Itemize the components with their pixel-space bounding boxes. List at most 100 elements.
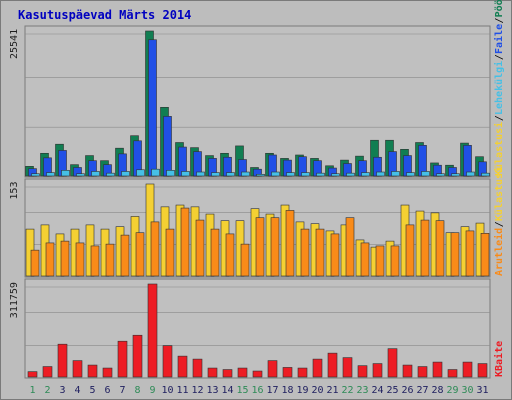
bar-k-lastajaid-day-4 [75, 242, 85, 277]
bar-k-lastajaid-day-29 [450, 232, 460, 277]
bar-lehek-lgi-day-14 [226, 172, 235, 177]
bar-kbaite-day-15 [237, 367, 248, 378]
bar-lehek-lgi-day-31 [481, 172, 490, 177]
bar-lehek-lgi-day-9 [151, 168, 160, 177]
bar-lehek-lgi-day-24 [376, 171, 385, 177]
hits-legend-entry-külastusi: Külastusi [493, 122, 505, 176]
bar-kbaite-day-9 [147, 283, 158, 378]
bar-k-lastajaid-day-26 [405, 224, 415, 277]
x-tick-label-day-5: 5 [89, 385, 95, 396]
bar-k-lastajaid-day-12 [195, 219, 205, 277]
bar-lehek-lgi-day-15 [241, 171, 250, 177]
bar-kbaite-day-11 [177, 355, 188, 378]
bar-lehek-lgi-day-10 [166, 170, 175, 177]
bar-kbaite-day-27 [417, 366, 428, 378]
bar-kbaite-day-10 [162, 345, 173, 378]
x-tick-label-day-25: 25 [386, 385, 398, 396]
y-max-label: 153 [9, 182, 20, 200]
visits-legend-entry-külastusi: Külastusi [493, 167, 505, 221]
hits-legend-entry-faile: Faile [493, 24, 505, 54]
bar-faile-day-9 [148, 39, 157, 177]
bar-lehek-lgi-day-16 [256, 173, 265, 177]
x-tick-label-day-11: 11 [176, 385, 188, 396]
chart-title: Kasutuspäevad Märts 2014 [18, 8, 191, 22]
x-tick-label-day-30: 30 [461, 385, 473, 396]
bar-lehek-lgi-day-30 [466, 171, 475, 177]
bar-k-lastajaid-day-31 [480, 233, 490, 277]
bar-lehek-lgi-day-27 [421, 171, 430, 177]
bar-kbaite-day-17 [267, 360, 278, 378]
bar-lehek-lgi-day-19 [301, 172, 310, 177]
bar-k-lastajaid-day-28 [435, 220, 445, 277]
x-tick-label-day-21: 21 [326, 385, 338, 396]
bar-lehek-lgi-day-23 [361, 172, 370, 177]
bar-k-lastajaid-day-25 [390, 245, 400, 277]
bar-k-lastajaid-day-2 [45, 242, 55, 277]
x-tick-label-day-26: 26 [401, 385, 413, 396]
x-tick-label-day-8: 8 [134, 385, 140, 396]
bar-lehek-lgi-day-4 [76, 173, 85, 177]
bar-k-lastajaid-day-13 [210, 228, 220, 277]
bar-lehek-lgi-day-26 [406, 172, 415, 177]
x-tick-label-day-10: 10 [161, 385, 173, 396]
x-tick-label-day-16: 16 [251, 385, 263, 396]
bar-k-lastajaid-day-19 [300, 228, 310, 277]
panel-background [24, 25, 491, 178]
x-tick-label-day-4: 4 [74, 385, 80, 396]
bar-kbaite-day-1 [27, 371, 38, 378]
bar-k-lastajaid-day-9 [150, 221, 160, 277]
x-tick-label-day-27: 27 [416, 385, 428, 396]
bar-k-lastajaid-day-5 [90, 245, 100, 277]
hits-legend-separator: / [494, 17, 505, 23]
bar-k-lastajaid-day-10 [165, 228, 175, 277]
bar-kbaite-day-14 [222, 369, 233, 378]
bar-k-lastajaid-day-7 [120, 234, 130, 277]
bar-kbaite-day-8 [132, 334, 143, 378]
bar-kbaite-day-5 [87, 364, 98, 378]
x-tick-label-day-19: 19 [296, 385, 308, 396]
bar-k-lastajaid-day-21 [330, 233, 340, 277]
legend-right: Külastusi/Lehekülgi/Faile/PöördumisiArut… [493, 0, 505, 377]
bar-k-lastajaid-day-24 [375, 245, 385, 277]
bar-k-lastajaid-day-22 [345, 217, 355, 277]
y-max-label: 25541 [9, 29, 20, 59]
x-tick-label-day-9: 9 [149, 385, 155, 396]
bar-k-lastajaid-day-20 [315, 228, 325, 277]
bar-kbaite-day-13 [207, 367, 218, 378]
bar-lehek-lgi-day-21 [331, 173, 340, 177]
x-tick-label-day-1: 1 [29, 385, 35, 396]
bar-lehek-lgi-day-11 [181, 171, 190, 177]
bar-kbaite-day-18 [282, 367, 293, 378]
x-tick-label-day-14: 14 [221, 385, 233, 396]
bar-k-lastajaid-day-3 [60, 240, 70, 277]
bar-kbaite-day-3 [57, 343, 68, 378]
bar-lehek-lgi-day-6 [106, 172, 115, 177]
bar-k-lastajaid-day-18 [285, 210, 295, 277]
bar-lehek-lgi-day-18 [286, 172, 295, 177]
bar-kbaite-day-7 [117, 340, 128, 378]
bar-k-lastajaid-day-8 [135, 232, 145, 277]
bar-kbaite-day-28 [432, 361, 443, 378]
x-tick-label-day-7: 7 [119, 385, 125, 396]
x-tick-label-day-24: 24 [371, 385, 383, 396]
bar-k-lastajaid-day-14 [225, 233, 235, 277]
x-tick-label-day-20: 20 [311, 385, 323, 396]
bar-lehek-lgi-day-28 [436, 173, 445, 177]
kbytes-panel: 311759 [9, 278, 491, 379]
bar-lehek-lgi-day-2 [46, 172, 55, 177]
bar-lehek-lgi-day-8 [136, 169, 145, 177]
bar-lehek-lgi-day-13 [211, 172, 220, 177]
x-tick-label-day-18: 18 [281, 385, 293, 396]
bar-kbaite-day-12 [192, 358, 203, 378]
y-max-label: 311759 [9, 282, 20, 318]
kbytes-legend-entry-kbaite: KBaite [493, 341, 505, 377]
bar-kbaite-day-19 [297, 367, 308, 378]
bar-kbaite-day-2 [42, 366, 53, 378]
bar-kbaite-day-4 [72, 360, 83, 378]
hits-legend-entry-pöördumisi: Pöördumisi [493, 0, 505, 17]
x-tick-label-day-29: 29 [446, 385, 458, 396]
bar-kbaite-day-6 [102, 367, 113, 378]
x-tick-label-day-17: 17 [266, 385, 278, 396]
